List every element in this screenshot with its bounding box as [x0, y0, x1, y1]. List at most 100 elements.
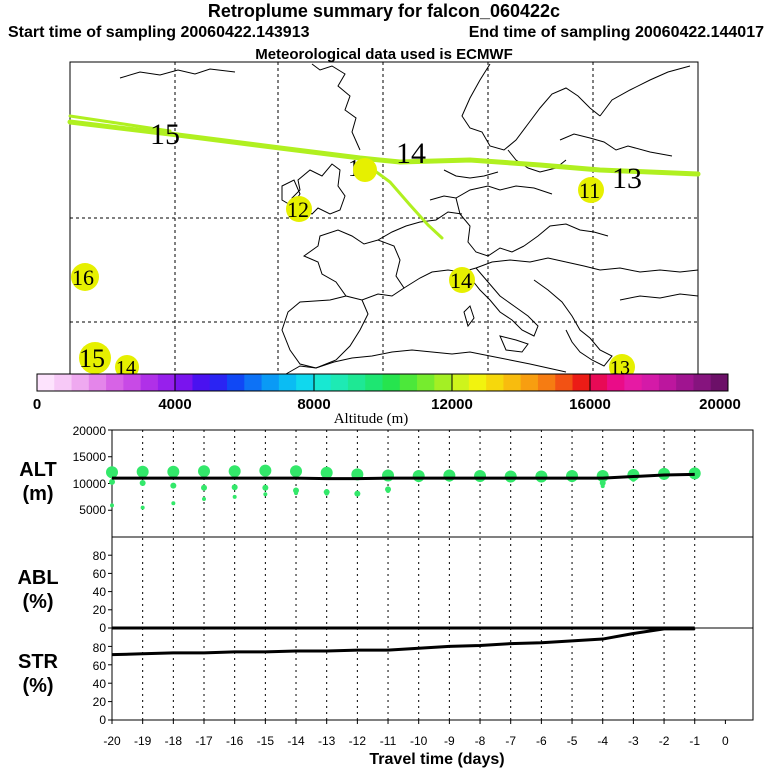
y-tick-marks: [108, 429, 112, 721]
abl-y-ticks: 0 20 40 60 80: [93, 549, 107, 635]
alt-plume-dot: [136, 465, 149, 478]
plume-label-day14: 14: [396, 137, 426, 170]
colorbar-cell: [140, 374, 159, 391]
alt-panel-unit: (m): [22, 483, 53, 505]
colorbar-cell: [244, 374, 263, 391]
str-line: [111, 627, 695, 657]
end-time-label: End time of sampling 20060422.144017: [468, 24, 764, 41]
x-tick-label: -1: [689, 734, 700, 748]
map-panel: 15 14 14 13 16 12 11 14 15 14 13: [67, 61, 701, 380]
colorbar-cell: [88, 374, 107, 391]
abl-ytick-20: 20: [93, 603, 107, 617]
alt-plume-dot: [140, 505, 145, 510]
map-graticule: [70, 62, 698, 374]
colorbar-cell: [313, 374, 332, 391]
alt-plume-dot: [600, 484, 605, 489]
x-tick-label: -10: [410, 734, 428, 748]
colorbar-cell: [54, 374, 73, 391]
alt-mean-line: [112, 472, 695, 481]
alt-plume-dot: [167, 465, 180, 478]
colorbar-cell: [537, 374, 556, 391]
alt-plume-dot: [290, 465, 303, 478]
centroid-circle-16: [71, 263, 99, 291]
alt-plume-dot: [228, 465, 241, 478]
plume-label-day13: 13: [612, 162, 642, 195]
colorbar-cell: [261, 374, 280, 391]
colorbar-tick-20000: 20000: [699, 396, 741, 413]
centroid-label-12: 12: [287, 197, 309, 222]
colorbar-cell: [123, 374, 142, 391]
colorbar-tick-labels: 0 4000 8000 12000 16000 20000: [33, 396, 741, 413]
x-tick-label: -11: [380, 734, 397, 748]
centroid-circle-11: [578, 177, 604, 203]
plot-title: Retroplume summary for falcon_060422c: [207, 1, 561, 21]
colorbar-dividers: [174, 374, 591, 391]
colorbar-cell: [434, 374, 453, 391]
x-tick-label: -12: [349, 734, 367, 748]
alt-ytick-10000: 10000: [73, 477, 107, 491]
x-tick-label: -13: [318, 734, 336, 748]
alt-plume-dot: [198, 465, 211, 478]
alt-ytick-20000: 20000: [73, 424, 107, 438]
colorbar-tick-12000: 12000: [431, 396, 473, 413]
colorbar-cell: [658, 374, 677, 391]
str-ytick-60: 60: [93, 659, 107, 673]
centroid-circle-12: [286, 196, 312, 222]
colorbar-tick-0: 0: [33, 396, 41, 413]
colorbar-cell: [192, 374, 211, 391]
colorbar-cell: [486, 374, 504, 391]
str-y-ticks: 0 20 40 60 80: [93, 641, 107, 727]
colorbar-cell: [572, 374, 591, 391]
alt-ytick-5000: 5000: [79, 503, 106, 517]
alt-plume-dots: [106, 464, 701, 510]
colorbar-cell: [106, 374, 124, 391]
colorbar-cell: [37, 374, 55, 391]
x-tick-label: -16: [226, 734, 244, 748]
colorbar-cell: [710, 374, 729, 391]
colorbar-cell: [520, 374, 539, 391]
abl-ytick-40: 40: [93, 585, 107, 599]
x-tick-label: -6: [536, 734, 547, 748]
alt-plume-dot: [109, 478, 115, 485]
met-data-label: Meteorological data used is ECMWF: [255, 46, 513, 63]
abl-panel-unit: (%): [22, 591, 53, 613]
altitude-colorbar: 0 4000 8000 12000 16000 20000 Altitude (…: [33, 373, 741, 427]
str-ytick-80: 80: [93, 641, 107, 655]
centroid-markers: [71, 158, 635, 380]
timeseries-panels: ALT (m) ABL (%) STR (%) 5000 10000 15000…: [17, 424, 754, 768]
colorbar-cell: [157, 374, 176, 391]
abl-ytick-60: 60: [93, 567, 107, 581]
x-tick-label: -20: [103, 734, 121, 748]
colorbar-tick-4000: 4000: [158, 396, 191, 413]
colorbar-cell: [607, 374, 625, 391]
colorbar-axis-label: Altitude (m): [334, 411, 409, 427]
colorbar-cell: [347, 374, 366, 391]
colorbar-cell: [209, 374, 228, 391]
x-tick-label: -15: [257, 734, 275, 748]
alt-plume-dot: [263, 492, 268, 497]
alt-plume-dot: [259, 464, 272, 477]
centroid-circle-14c: [353, 158, 377, 182]
abl-panel-label: ABL: [17, 567, 58, 589]
x-tick-label: -19: [134, 734, 152, 748]
colorbar-tick-8000: 8000: [297, 396, 330, 413]
centroid-circle-14b: [115, 355, 139, 379]
colorbar-cell: [641, 374, 660, 391]
x-tick-label: -8: [475, 734, 486, 748]
colorbar-cell: [451, 374, 470, 391]
colorbar-cell: [227, 374, 245, 391]
colorbar-cell: [468, 374, 487, 391]
timeseries-frame: [111, 429, 754, 721]
alt-plume-dot: [599, 479, 606, 486]
x-tick-label: -4: [597, 734, 608, 748]
centroid-label-11: 11: [579, 178, 600, 203]
alt-plume-dot: [631, 477, 636, 482]
panel-labels: ALT (m) ABL (%) STR (%): [17, 459, 58, 697]
x-tick-label: -7: [505, 734, 516, 748]
x-tick-label: -18: [165, 734, 183, 748]
colorbar-cell: [278, 374, 297, 391]
alt-plume-dot: [139, 479, 146, 486]
centroid-circle-14: [449, 267, 475, 293]
colorbar-cell: [589, 374, 608, 391]
